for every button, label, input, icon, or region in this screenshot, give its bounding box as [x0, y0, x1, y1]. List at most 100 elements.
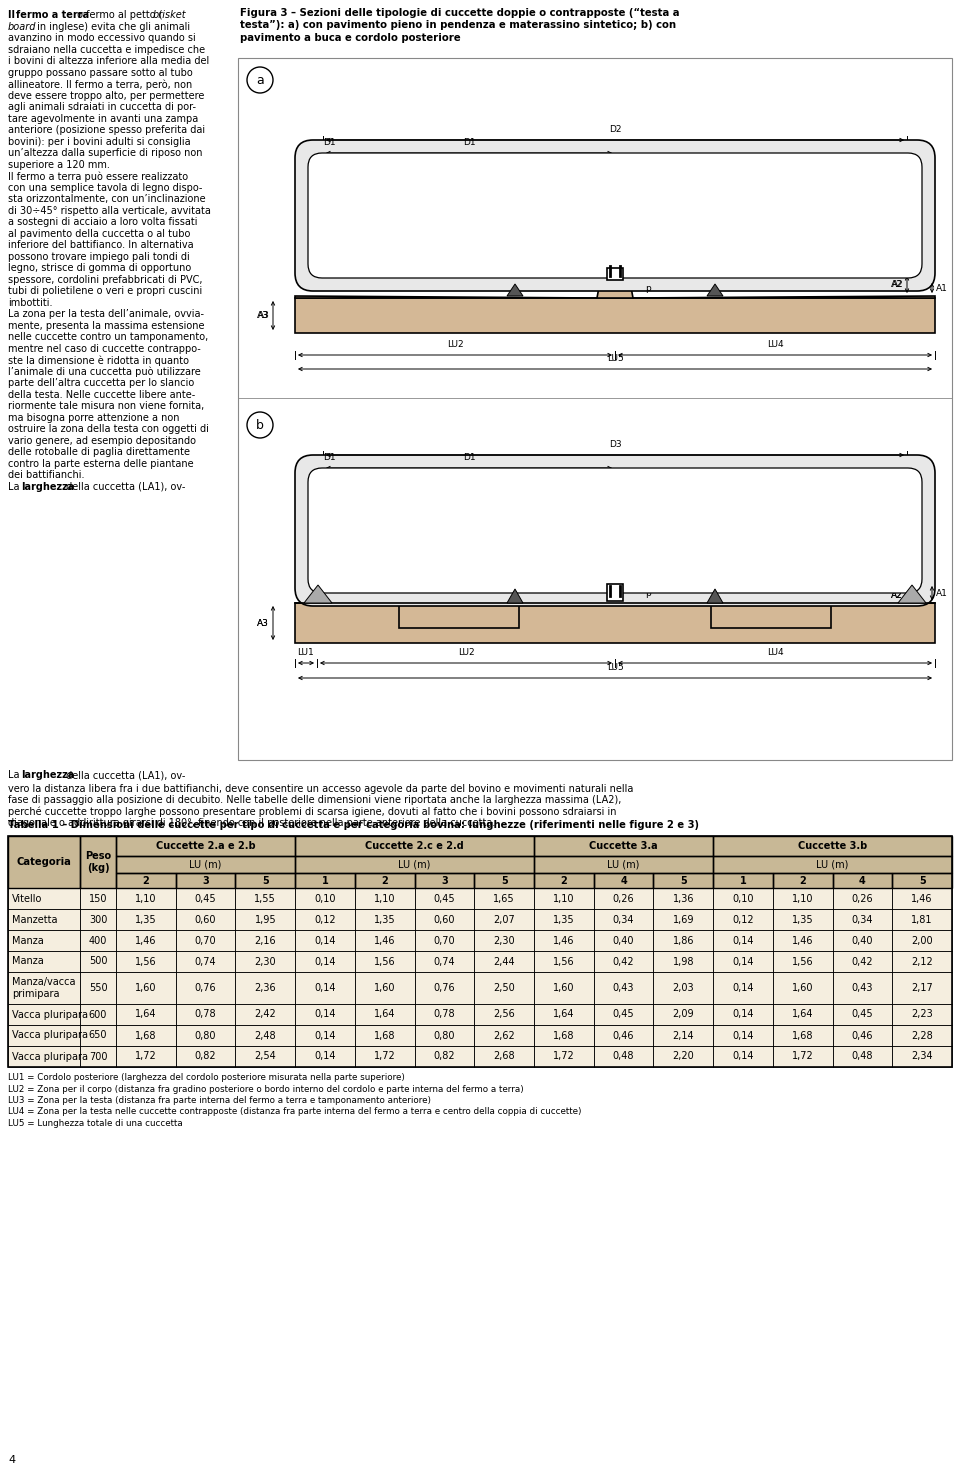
- Text: 0,78: 0,78: [434, 1009, 455, 1019]
- Text: D1: D1: [323, 453, 336, 462]
- Bar: [892, 1025, 952, 1046]
- Bar: [235, 872, 295, 888]
- Bar: [654, 888, 713, 909]
- Bar: [116, 836, 295, 856]
- Bar: [892, 909, 952, 930]
- Bar: [713, 1005, 773, 1025]
- Text: 4: 4: [859, 875, 866, 886]
- Bar: [773, 972, 832, 1005]
- Bar: [713, 930, 773, 950]
- Text: 150: 150: [88, 893, 108, 903]
- Text: spessore, cordolini prefabbricati di PVC,: spessore, cordolini prefabbricati di PVC…: [8, 275, 203, 284]
- Bar: [295, 930, 355, 950]
- Bar: [534, 888, 593, 909]
- Bar: [355, 909, 415, 930]
- Bar: [295, 888, 355, 909]
- Bar: [474, 1005, 534, 1025]
- Text: 0,48: 0,48: [852, 1052, 874, 1062]
- Bar: [8, 836, 952, 1066]
- Text: 2,23: 2,23: [911, 1009, 933, 1019]
- Bar: [713, 950, 773, 972]
- Text: LU (m): LU (m): [398, 859, 431, 869]
- Text: contro la parte esterna delle piantane: contro la parte esterna delle piantane: [8, 459, 194, 468]
- Bar: [415, 1025, 474, 1046]
- Text: superiore a 120 mm.: superiore a 120 mm.: [8, 159, 109, 169]
- Bar: [355, 872, 415, 888]
- Bar: [415, 930, 474, 950]
- Bar: [176, 872, 235, 888]
- Bar: [607, 584, 623, 602]
- Bar: [176, 972, 235, 1005]
- Text: 1,46: 1,46: [374, 936, 396, 946]
- Text: 1,68: 1,68: [553, 1031, 575, 1040]
- Bar: [355, 1046, 415, 1066]
- Text: LU5 = Lunghezza totale di una cuccetta: LU5 = Lunghezza totale di una cuccetta: [8, 1119, 182, 1128]
- Text: ste la dimensione è ridotta in quanto: ste la dimensione è ridotta in quanto: [8, 355, 189, 365]
- Bar: [534, 950, 593, 972]
- Bar: [176, 1005, 235, 1025]
- Bar: [80, 888, 116, 909]
- Text: 0,14: 0,14: [732, 1052, 754, 1062]
- Text: possono trovare impiego pali tondi di: possono trovare impiego pali tondi di: [8, 252, 190, 262]
- Text: 1,72: 1,72: [373, 1052, 396, 1062]
- Text: 0,14: 0,14: [314, 936, 336, 946]
- Text: 0,10: 0,10: [732, 893, 754, 903]
- Bar: [176, 1025, 235, 1046]
- Text: 0,14: 0,14: [314, 983, 336, 993]
- Text: 2,16: 2,16: [254, 936, 276, 946]
- Bar: [474, 872, 534, 888]
- Bar: [176, 972, 235, 1005]
- Text: 4: 4: [8, 1455, 15, 1465]
- Bar: [295, 950, 355, 972]
- Bar: [399, 603, 519, 628]
- Bar: [176, 888, 235, 909]
- Bar: [713, 909, 773, 930]
- Text: D1: D1: [323, 138, 336, 147]
- Bar: [116, 930, 176, 950]
- Bar: [534, 872, 593, 888]
- Bar: [8, 972, 80, 1005]
- Text: LU4: LU4: [767, 649, 783, 658]
- Text: 500: 500: [88, 956, 108, 966]
- Bar: [832, 872, 892, 888]
- Text: 1,60: 1,60: [135, 983, 156, 993]
- Bar: [593, 872, 654, 888]
- Text: 5: 5: [919, 875, 925, 886]
- Bar: [892, 1025, 952, 1046]
- Bar: [474, 1025, 534, 1046]
- Bar: [474, 930, 534, 950]
- Bar: [713, 872, 773, 888]
- Text: 1,72: 1,72: [792, 1052, 813, 1062]
- Bar: [116, 856, 295, 872]
- Text: 550: 550: [88, 983, 108, 993]
- Polygon shape: [507, 284, 523, 296]
- Bar: [593, 1005, 654, 1025]
- Bar: [116, 1046, 176, 1066]
- Bar: [80, 1025, 116, 1046]
- Bar: [593, 1005, 654, 1025]
- Text: La: La: [8, 769, 23, 780]
- Bar: [593, 872, 654, 888]
- Text: inferiore del battifianco. In alternativa: inferiore del battifianco. In alternativ…: [8, 240, 194, 250]
- Text: legno, strisce di gomma di opportuno: legno, strisce di gomma di opportuno: [8, 263, 191, 274]
- Bar: [474, 972, 534, 1005]
- Text: 1: 1: [322, 875, 328, 886]
- Text: Vacca pluripara: Vacca pluripara: [12, 1031, 88, 1040]
- Text: i bovini di altezza inferiore alla media del: i bovini di altezza inferiore alla media…: [8, 56, 209, 66]
- Bar: [415, 972, 474, 1005]
- Bar: [474, 950, 534, 972]
- Bar: [773, 1046, 832, 1066]
- Text: 0,80: 0,80: [434, 1031, 455, 1040]
- Polygon shape: [295, 299, 935, 332]
- Text: 1,10: 1,10: [553, 893, 575, 903]
- Text: sta orizzontalmente, con un’inclinazione: sta orizzontalmente, con un’inclinazione: [8, 194, 205, 204]
- Bar: [80, 909, 116, 930]
- Text: 2,34: 2,34: [911, 1052, 933, 1062]
- Bar: [116, 950, 176, 972]
- Bar: [654, 1025, 713, 1046]
- Bar: [116, 930, 176, 950]
- Text: 0,45: 0,45: [612, 1009, 635, 1019]
- Bar: [295, 930, 355, 950]
- Text: D1: D1: [463, 453, 475, 462]
- Text: mentre nel caso di cuccette contrappo-: mentre nel caso di cuccette contrappo-: [8, 344, 201, 353]
